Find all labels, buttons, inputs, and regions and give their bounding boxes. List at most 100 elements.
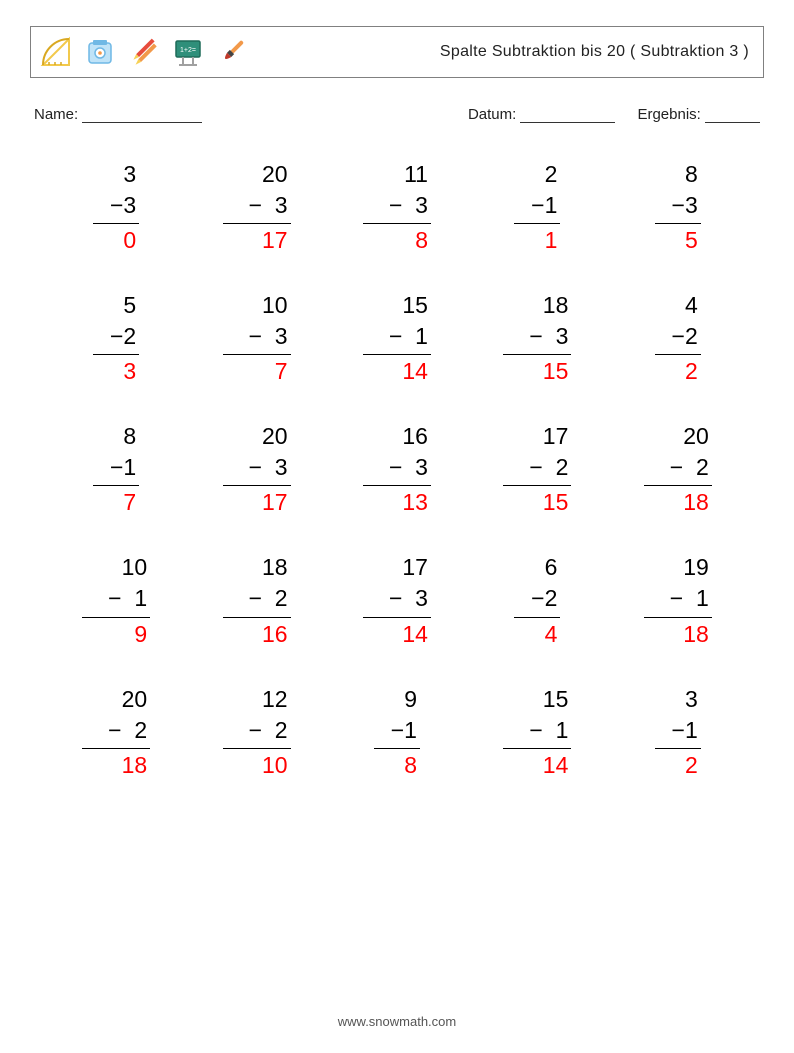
subtrahend-line: − 2 [249,583,291,614]
minuend: 20 [262,421,291,452]
subtrahend-line: − 2 [249,715,291,746]
answer: 17 [262,224,291,256]
subtraction-problem: 11− 38 [363,159,431,256]
answer: 4 [545,618,561,650]
answer: 15 [543,486,572,518]
answer: 0 [123,224,139,256]
answer: 1 [545,224,561,256]
minuend: 20 [683,421,712,452]
problems-grid: 3−3020− 31711− 382−118−355−2310− 3715− 1… [30,159,764,781]
subtrahend-line: −3 [672,190,701,221]
subtraction-problem: 20− 218 [644,421,712,518]
minuend: 8 [685,159,701,190]
datum-label: Datum: [468,106,521,123]
minuend: 17 [402,552,431,583]
minuend: 20 [122,684,151,715]
minuend: 2 [545,159,561,190]
pencils-icon [125,33,163,71]
minuend: 20 [262,159,291,190]
answer: 16 [262,618,291,650]
minuend: 15 [402,290,431,321]
info-fields: Name: Datum: Ergebnis: [30,106,764,123]
subtrahend-line: − 1 [670,583,712,614]
answer: 17 [262,486,291,518]
answer: 9 [134,618,150,650]
minuend: 3 [685,684,701,715]
subtraction-problem: 17− 215 [503,421,571,518]
sharpener-icon [81,33,119,71]
subtraction-problem: 12− 210 [223,684,291,781]
footer-text: www.snowmath.com [338,1014,456,1029]
subtrahend-line: − 3 [389,190,431,221]
minuend: 6 [545,552,561,583]
subtrahend-line: − 3 [249,452,291,483]
ergebnis-blank[interactable] [705,108,760,123]
subtraction-problem: 15− 114 [503,684,571,781]
name-blank[interactable] [82,108,202,123]
minuend: 15 [543,684,572,715]
subtrahend-line: − 1 [529,715,571,746]
subtraction-problem: 18− 315 [503,290,571,387]
subtraction-problem: 4−22 [655,290,701,387]
answer: 18 [683,486,712,518]
subtrahend-line: −1 [672,715,701,746]
answer: 8 [404,749,420,781]
minuend: 4 [685,290,701,321]
footer: www.snowmath.com [0,1014,794,1029]
subtraction-problem: 3−12 [655,684,701,781]
answer: 14 [543,749,572,781]
subtraction-problem: 9−18 [374,684,420,781]
datum-blank[interactable] [520,108,615,123]
ergebnis-field: Ergebnis: [637,106,760,123]
subtrahend-line: − 1 [389,321,431,352]
subtraction-problem: 20− 317 [223,421,291,518]
header-box: 1+2= Spalte Subtraktion bis 20 ( Subtrak… [30,26,764,78]
minuend: 19 [683,552,712,583]
subtraction-problem: 5−23 [93,290,139,387]
header-icons: 1+2= [37,33,251,71]
subtraction-problem: 20− 317 [223,159,291,256]
subtraction-problem: 15− 114 [363,290,431,387]
subtrahend-line: − 2 [529,452,571,483]
svg-text:1+2=: 1+2= [180,47,196,54]
answer: 8 [415,224,431,256]
subtrahend-line: − 3 [249,190,291,221]
name-label: Name: [34,106,82,123]
chalkboard-icon: 1+2= [169,33,207,71]
subtraction-problem: 19− 118 [644,552,712,649]
answer: 15 [543,355,572,387]
subtrahend-line: −1 [531,190,560,221]
answer: 14 [402,618,431,650]
subtrahend-line: − 3 [389,583,431,614]
minuend: 18 [543,290,572,321]
answer: 7 [275,355,291,387]
answer: 13 [402,486,431,518]
minuend: 5 [123,290,139,321]
minuend: 16 [402,421,431,452]
ergebnis-label: Ergebnis: [637,106,705,123]
answer: 10 [262,749,291,781]
subtrahend-line: −2 [110,321,139,352]
answer: 5 [685,224,701,256]
protractor-icon [37,33,75,71]
name-field: Name: [34,106,202,123]
subtrahend-line: − 1 [108,583,150,614]
subtrahend-line: −2 [531,583,560,614]
subtraction-problem: 8−17 [93,421,139,518]
minuend: 18 [262,552,291,583]
answer: 7 [123,486,139,518]
answer: 3 [123,355,139,387]
minuend: 8 [123,421,139,452]
subtrahend-line: − 3 [389,452,431,483]
subtraction-problem: 10− 37 [223,290,291,387]
answer: 2 [685,749,701,781]
subtraction-problem: 16− 313 [363,421,431,518]
subtrahend-line: − 2 [670,452,712,483]
subtraction-problem: 17− 3 14 [363,552,431,649]
subtraction-problem: 6−2 4 [514,552,560,649]
minuend: 11 [404,159,431,190]
subtrahend-line: −1 [110,452,139,483]
subtraction-problem: 20− 218 [82,684,150,781]
datum-field: Datum: [468,106,616,123]
subtrahend-line: −2 [672,321,701,352]
